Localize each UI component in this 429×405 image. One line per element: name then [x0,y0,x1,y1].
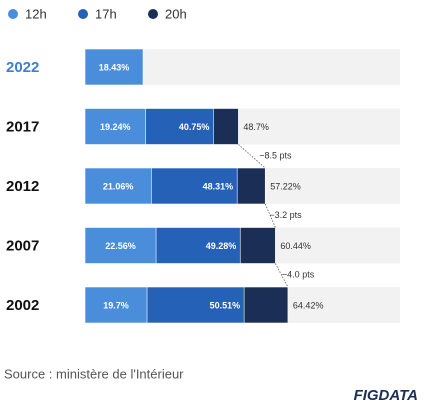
connector [264,203,276,228]
annotation: −4.0 pts [282,270,315,280]
value-label: 49.28% [206,241,237,251]
legend-label: 17h [95,6,117,21]
value-label: 19.7% [103,300,129,310]
legend-swatch [148,9,158,19]
bar [84,48,144,86]
annotation: −8.5 pts [259,151,292,161]
value-label: 48.7% [243,122,269,132]
value-label: 64.42% [293,300,324,310]
source: Source : ministère de l'Intérieur [4,366,184,381]
bar [84,286,148,324]
legend-swatch [78,9,88,19]
connector [275,263,289,288]
value-label: 22.56% [105,241,136,251]
legend-label: 12h [25,6,47,21]
logo: FIGDATA [354,387,418,404]
value-label: 40.75% [179,122,210,132]
value-label: 50.51% [210,300,241,310]
annotation: −3.2 pts [269,210,302,220]
year-label: 2022 [6,59,39,76]
value-label: 18.43% [99,62,130,72]
value-label: 60.44% [280,241,311,251]
value-label: 57.22% [270,181,301,191]
value-label: 19.24% [100,122,131,132]
value-label: 48.31% [203,181,234,191]
year-label: 2017 [6,118,39,135]
bar [84,227,157,264]
year-label: 2002 [6,297,39,314]
value-label: 21.06% [103,181,134,191]
legend-label: 20h [165,6,187,21]
year-label: 2012 [6,178,39,195]
bar [84,108,146,145]
bar [84,167,152,205]
legend-swatch [8,9,18,19]
year-label: 2007 [6,237,39,254]
